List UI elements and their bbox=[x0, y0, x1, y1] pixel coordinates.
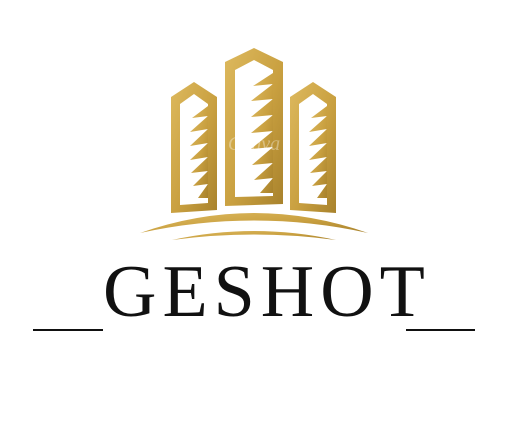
wordmark: GESHOT bbox=[0, 252, 524, 342]
left-underscore-rule bbox=[33, 329, 103, 331]
watermark-text: Canva bbox=[228, 133, 280, 155]
brand-name: GESHOT bbox=[103, 251, 431, 333]
base-arcs bbox=[140, 213, 368, 240]
left-tower bbox=[171, 82, 217, 213]
right-tower bbox=[290, 82, 336, 213]
three-towers-skyline-icon: Canva bbox=[140, 48, 368, 240]
center-tower bbox=[225, 48, 283, 206]
right-underscore-rule bbox=[406, 329, 475, 331]
